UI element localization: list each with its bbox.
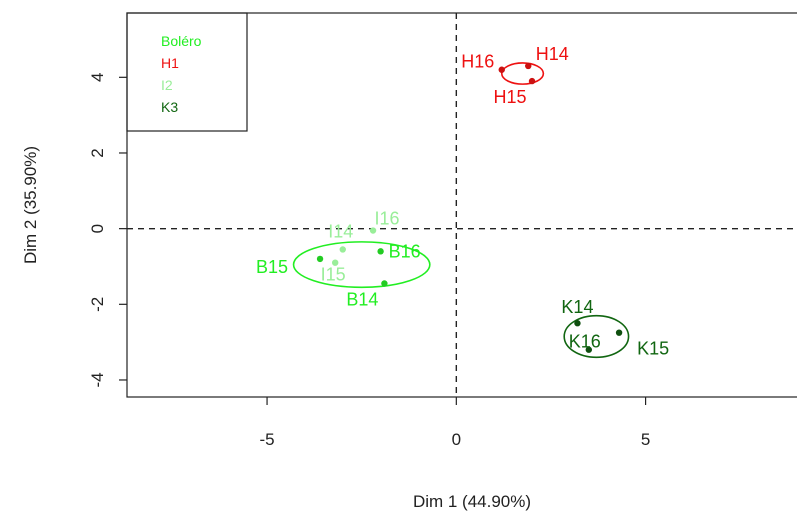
- data-point: [339, 246, 346, 253]
- point-label: I14: [328, 221, 353, 241]
- data-point: [381, 280, 388, 287]
- point-label: H16: [461, 52, 494, 72]
- data-point: [585, 346, 593, 353]
- data-point: [377, 248, 384, 255]
- series-i2: I14 I15 I16: [321, 209, 400, 285]
- confidence-ellipse: [563, 314, 630, 359]
- point-label: K14: [561, 297, 593, 317]
- y-axis-title: Dim 2 (35.90%): [21, 146, 40, 264]
- data-point: [316, 255, 324, 263]
- legend-entry: K3: [161, 99, 178, 115]
- legend-entry: H1: [161, 55, 179, 71]
- data-point: [331, 259, 339, 266]
- y-tick-label: 2: [88, 148, 107, 157]
- series-bol-ro: B14 B15 B16: [256, 241, 431, 310]
- point-label: B14: [346, 290, 378, 310]
- point-label: K16: [569, 332, 601, 352]
- data-point: [615, 329, 623, 336]
- x-tick-label: -5: [259, 430, 274, 449]
- point-label: I15: [321, 265, 346, 285]
- y-tick-label: 4: [88, 73, 107, 82]
- x-tick-label: 5: [641, 430, 650, 449]
- point-label: H14: [536, 44, 569, 64]
- y-tick-label: -2: [88, 297, 107, 312]
- series-k3: K14 K15 K16: [561, 297, 669, 358]
- legend-entry: I2: [161, 77, 173, 93]
- legend-entry: Boléro: [161, 33, 202, 49]
- plot-frame: [126, 12, 797, 398]
- point-label: H15: [494, 87, 527, 107]
- y-tick-label: 0: [88, 224, 107, 233]
- point-label: B15: [256, 257, 288, 277]
- data-point: [498, 66, 505, 73]
- confidence-ellipse: [292, 241, 431, 289]
- data-point: [528, 77, 536, 85]
- axes: -5 0 5 -4 -2 0 2 4: [88, 12, 797, 449]
- x-tick-label: 0: [452, 430, 461, 449]
- point-label: K15: [637, 339, 669, 359]
- data-point: [369, 227, 377, 234]
- legend: Boléro H1 I2 K3: [126, 12, 248, 132]
- x-axis-title: Dim 1 (44.90%): [413, 492, 531, 511]
- y-tick-label: -4: [88, 372, 107, 387]
- legend-box: [126, 12, 248, 132]
- data-point: [525, 62, 532, 70]
- confidence-ellipse: [500, 62, 545, 85]
- data-point: [574, 320, 581, 327]
- point-label: I16: [375, 209, 400, 229]
- point-label: B16: [389, 241, 421, 261]
